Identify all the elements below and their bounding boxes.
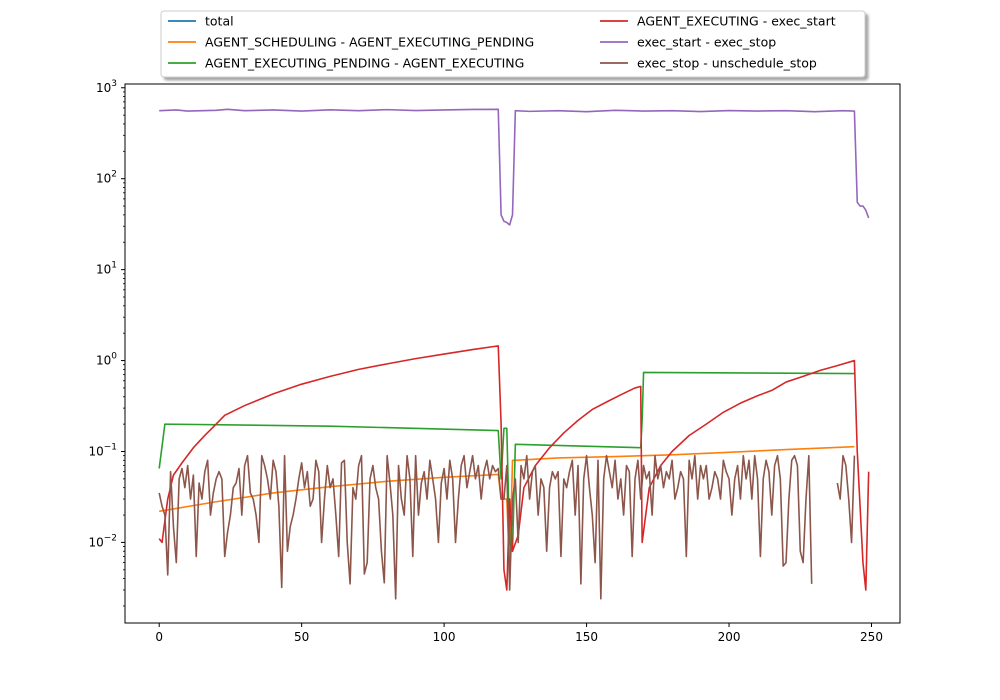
series-line-3	[158, 345, 870, 591]
x-tick-label: 200	[718, 630, 741, 644]
y-tick-label: 103	[96, 79, 117, 95]
x-tick-label: 50	[294, 630, 309, 644]
series-line-6	[836, 454, 856, 544]
y-tick-label: 102	[96, 170, 117, 186]
legend-label: exec_start - exec_stop	[637, 35, 776, 50]
plot-frame	[124, 83, 901, 624]
x-axis: 0 50 100 150 200 250	[155, 623, 883, 644]
x-tick-label: 0	[155, 630, 163, 644]
y-tick-label: 101	[96, 261, 117, 277]
series-layer	[158, 108, 870, 600]
y-axis: 10−2 10−1 100 101 102 103	[88, 79, 125, 607]
series-line-4	[159, 108, 870, 226]
y-tick-label: 10−1	[88, 442, 117, 458]
legend-label: AGENT_EXECUTING_PENDING - AGENT_EXECUTIN…	[205, 56, 524, 71]
x-tick-label: 150	[575, 630, 598, 644]
series-line-5	[158, 454, 813, 600]
legend-label: exec_stop - unschedule_stop	[637, 56, 817, 71]
y-tick-label: 100	[96, 352, 117, 368]
legend-label: AGENT_SCHEDULING - AGENT_EXECUTING_PENDI…	[205, 35, 534, 50]
x-tick-label: 250	[860, 630, 883, 644]
y-tick-label: 10−2	[88, 533, 117, 549]
x-tick-label: 100	[433, 630, 456, 644]
legend: total AGENT_SCHEDULING - AGENT_EXECUTING_…	[160, 10, 866, 78]
legend-label: total	[205, 14, 234, 29]
legend-label: AGENT_EXECUTING - exec_start	[637, 14, 836, 29]
series-line-2	[158, 371, 855, 553]
legend-box	[160, 10, 866, 78]
